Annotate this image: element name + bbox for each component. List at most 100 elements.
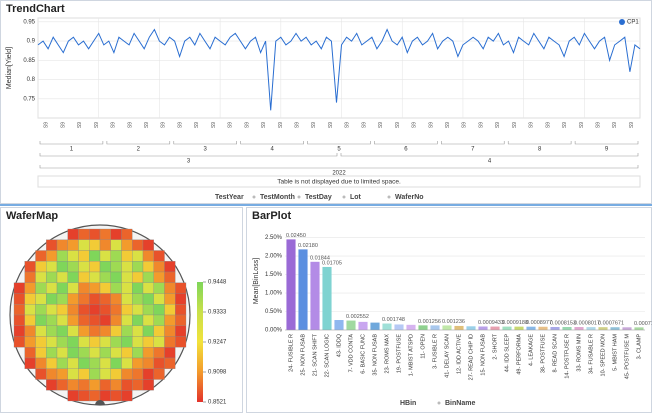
die	[132, 304, 144, 316]
bar	[574, 327, 584, 330]
die	[110, 228, 122, 240]
die	[175, 282, 187, 294]
die	[99, 314, 111, 326]
die	[153, 357, 165, 369]
y-tick-label: 1.00%	[265, 291, 283, 297]
trend-line	[37, 28, 641, 111]
die	[13, 336, 25, 348]
die	[67, 368, 79, 380]
value-label: 0.002552	[346, 314, 369, 320]
die	[132, 250, 144, 262]
lot-label: S9	[194, 122, 200, 128]
field-label: BinName	[445, 400, 475, 407]
die	[35, 261, 47, 273]
die	[13, 304, 25, 316]
die	[56, 250, 68, 262]
field-label: HBin	[400, 400, 416, 407]
value-label: 0.0008977	[526, 320, 552, 326]
lot-label: S9	[328, 122, 334, 128]
x-tick-label: 38- POSTFUSE	[540, 334, 546, 373]
value-label: 0.01844	[310, 255, 330, 261]
die	[164, 271, 176, 283]
x-tick-label: 11- OPEN	[420, 334, 426, 359]
value-label: 0.001748	[382, 317, 405, 323]
die	[142, 314, 154, 326]
die	[99, 304, 111, 316]
x-tick-label: 1- MBIST ATSPD	[408, 334, 414, 376]
x-tick-label: 6- BASIC FUNC	[360, 334, 366, 374]
y-tick-label: 1.50%	[265, 272, 283, 278]
die	[153, 336, 165, 348]
die	[110, 293, 122, 305]
die	[89, 314, 101, 326]
lot-label: S9	[545, 122, 551, 128]
die	[142, 250, 154, 262]
x-tick-label: 49- PERFORMA	[516, 334, 522, 375]
bar	[538, 326, 548, 330]
die	[24, 347, 36, 359]
die	[121, 261, 133, 273]
die	[121, 379, 133, 391]
die	[56, 239, 68, 251]
lot-label: S9	[612, 122, 618, 128]
die	[142, 379, 154, 391]
bar	[310, 261, 320, 330]
die	[89, 250, 101, 262]
die	[46, 325, 58, 337]
lot-label: S9	[478, 122, 484, 128]
lot-label: S9	[295, 122, 301, 128]
lot-label: S9	[629, 122, 635, 128]
die	[89, 293, 101, 305]
y-tick-label: 0.75	[23, 96, 35, 102]
die	[56, 336, 68, 348]
die	[164, 347, 176, 359]
lot-label: S9	[395, 122, 401, 128]
die	[89, 239, 101, 251]
die	[110, 239, 122, 251]
die	[56, 282, 68, 294]
die	[142, 239, 154, 251]
die	[99, 293, 111, 305]
die	[67, 390, 79, 402]
legend-dot	[619, 19, 625, 25]
bar	[550, 326, 560, 330]
die	[153, 293, 165, 305]
die	[78, 390, 90, 402]
y-tick-label: 2.50%	[265, 235, 283, 241]
bracket	[39, 153, 338, 157]
die	[67, 293, 79, 305]
x-tick-label: 44- IDD SLEEP	[504, 334, 510, 373]
colorbar-label: 0.9448	[208, 280, 227, 286]
die	[132, 293, 144, 305]
value-label: 0.0008017	[574, 320, 600, 326]
die	[153, 271, 165, 283]
die	[164, 325, 176, 337]
die	[13, 293, 25, 305]
bar	[334, 320, 344, 330]
die	[89, 325, 101, 337]
lot-label: S9	[361, 122, 367, 128]
field-label: Lot	[350, 194, 362, 201]
die	[175, 304, 187, 316]
lot-label: S9	[428, 122, 434, 128]
colorbar	[197, 282, 203, 402]
die	[89, 379, 101, 391]
bar	[478, 326, 488, 330]
die	[153, 325, 165, 337]
week-label: 5	[337, 147, 341, 153]
die	[56, 304, 68, 316]
lot-label: S9	[412, 122, 418, 128]
die	[67, 325, 79, 337]
die	[99, 261, 111, 273]
x-tick-label: 27- READ CHIP ID	[468, 334, 474, 380]
die	[35, 325, 47, 337]
x-tick-label: 21- SCAN SHIFT	[312, 333, 318, 376]
die	[153, 250, 165, 262]
die	[110, 314, 122, 326]
bar	[586, 327, 596, 330]
legend-label: CP1	[627, 20, 639, 26]
die	[142, 282, 154, 294]
die	[132, 282, 144, 294]
die	[56, 271, 68, 283]
value-label: 0.0009188	[502, 320, 528, 326]
